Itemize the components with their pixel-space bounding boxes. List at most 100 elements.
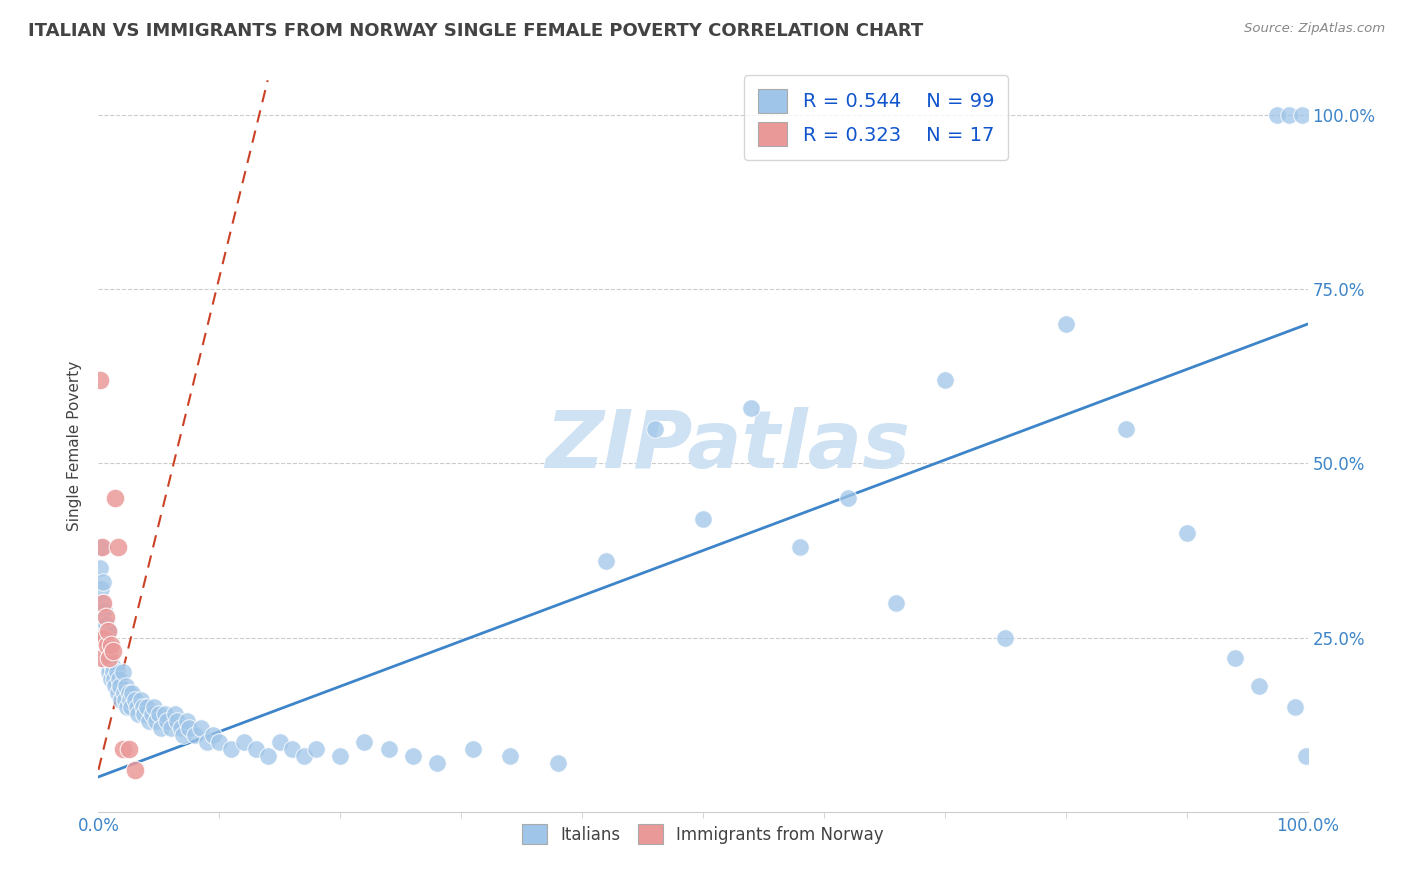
Point: [994, 631, 1017, 645]
Point: [105, 665, 128, 680]
Point: [1175, 526, 1198, 541]
Point: [426, 756, 449, 770]
Point: [1278, 108, 1301, 122]
Point: [150, 721, 173, 735]
Point: [103, 673, 125, 687]
Point: [93, 631, 115, 645]
Point: [692, 512, 714, 526]
Point: [104, 491, 127, 506]
Point: [93, 624, 115, 638]
Point: [1249, 679, 1271, 693]
Point: [208, 735, 231, 749]
Point: [1284, 700, 1306, 714]
Point: [179, 721, 201, 735]
Point: [837, 491, 859, 506]
Point: [108, 673, 131, 687]
Point: [100, 651, 122, 665]
Point: [110, 693, 132, 707]
Point: [111, 742, 134, 756]
Point: [190, 721, 212, 735]
Point: [90, 631, 112, 645]
Point: [101, 644, 124, 658]
Point: [114, 693, 136, 707]
Point: [97, 624, 120, 638]
Point: [90, 582, 112, 596]
Point: [377, 742, 399, 756]
Point: [89, 561, 111, 575]
Point: [104, 679, 127, 693]
Point: [107, 540, 129, 554]
Point: [101, 665, 124, 680]
Point: [547, 756, 569, 770]
Legend: Italians, Immigrants from Norway: Italians, Immigrants from Norway: [516, 817, 890, 851]
Point: [153, 707, 176, 722]
Point: [91, 596, 114, 610]
Point: [256, 749, 278, 764]
Point: [97, 644, 120, 658]
Point: [118, 742, 141, 756]
Point: [172, 728, 194, 742]
Point: [934, 373, 956, 387]
Point: [91, 596, 114, 610]
Point: [98, 665, 121, 680]
Point: [292, 749, 315, 764]
Point: [1054, 317, 1077, 331]
Point: [96, 651, 118, 665]
Point: [94, 609, 117, 624]
Point: [94, 616, 117, 631]
Point: [232, 735, 254, 749]
Point: [134, 707, 156, 722]
Point: [91, 609, 114, 624]
Point: [145, 714, 167, 728]
Point: [135, 700, 157, 714]
Point: [184, 728, 207, 742]
Point: [156, 714, 179, 728]
Point: [221, 742, 243, 756]
Point: [111, 665, 134, 680]
Point: [91, 616, 114, 631]
Point: [127, 707, 149, 722]
Point: [118, 693, 141, 707]
Point: [160, 721, 183, 735]
Point: [1223, 651, 1246, 665]
Point: [138, 714, 160, 728]
Point: [117, 700, 139, 714]
Point: [118, 686, 141, 700]
Point: [108, 679, 131, 693]
Point: [127, 700, 149, 714]
Point: [176, 714, 198, 728]
Point: [124, 763, 146, 777]
Point: [100, 673, 122, 687]
Point: [115, 679, 138, 693]
Point: [98, 651, 121, 665]
Point: [1291, 108, 1313, 122]
Point: [91, 574, 114, 589]
Point: [281, 742, 304, 756]
Point: [89, 373, 111, 387]
Point: [644, 421, 666, 435]
Text: ZIPatlas: ZIPatlas: [544, 407, 910, 485]
Point: [1295, 749, 1317, 764]
Point: [100, 658, 122, 673]
Point: [121, 686, 143, 700]
Point: [91, 540, 114, 554]
Point: [97, 658, 120, 673]
Point: [93, 603, 115, 617]
Point: [169, 721, 191, 735]
Point: [269, 735, 291, 749]
Point: [100, 638, 122, 652]
Point: [166, 714, 188, 728]
Point: [148, 707, 170, 722]
Point: [498, 749, 520, 764]
Y-axis label: Single Female Poverty: Single Female Poverty: [67, 361, 83, 531]
Point: [1267, 108, 1289, 122]
Text: Source: ZipAtlas.com: Source: ZipAtlas.com: [1244, 22, 1385, 36]
Point: [90, 540, 112, 554]
Point: [129, 693, 152, 707]
Point: [329, 749, 352, 764]
Point: [402, 749, 425, 764]
Point: [94, 631, 117, 645]
Point: [463, 742, 485, 756]
Point: [353, 735, 375, 749]
Point: [886, 596, 908, 610]
